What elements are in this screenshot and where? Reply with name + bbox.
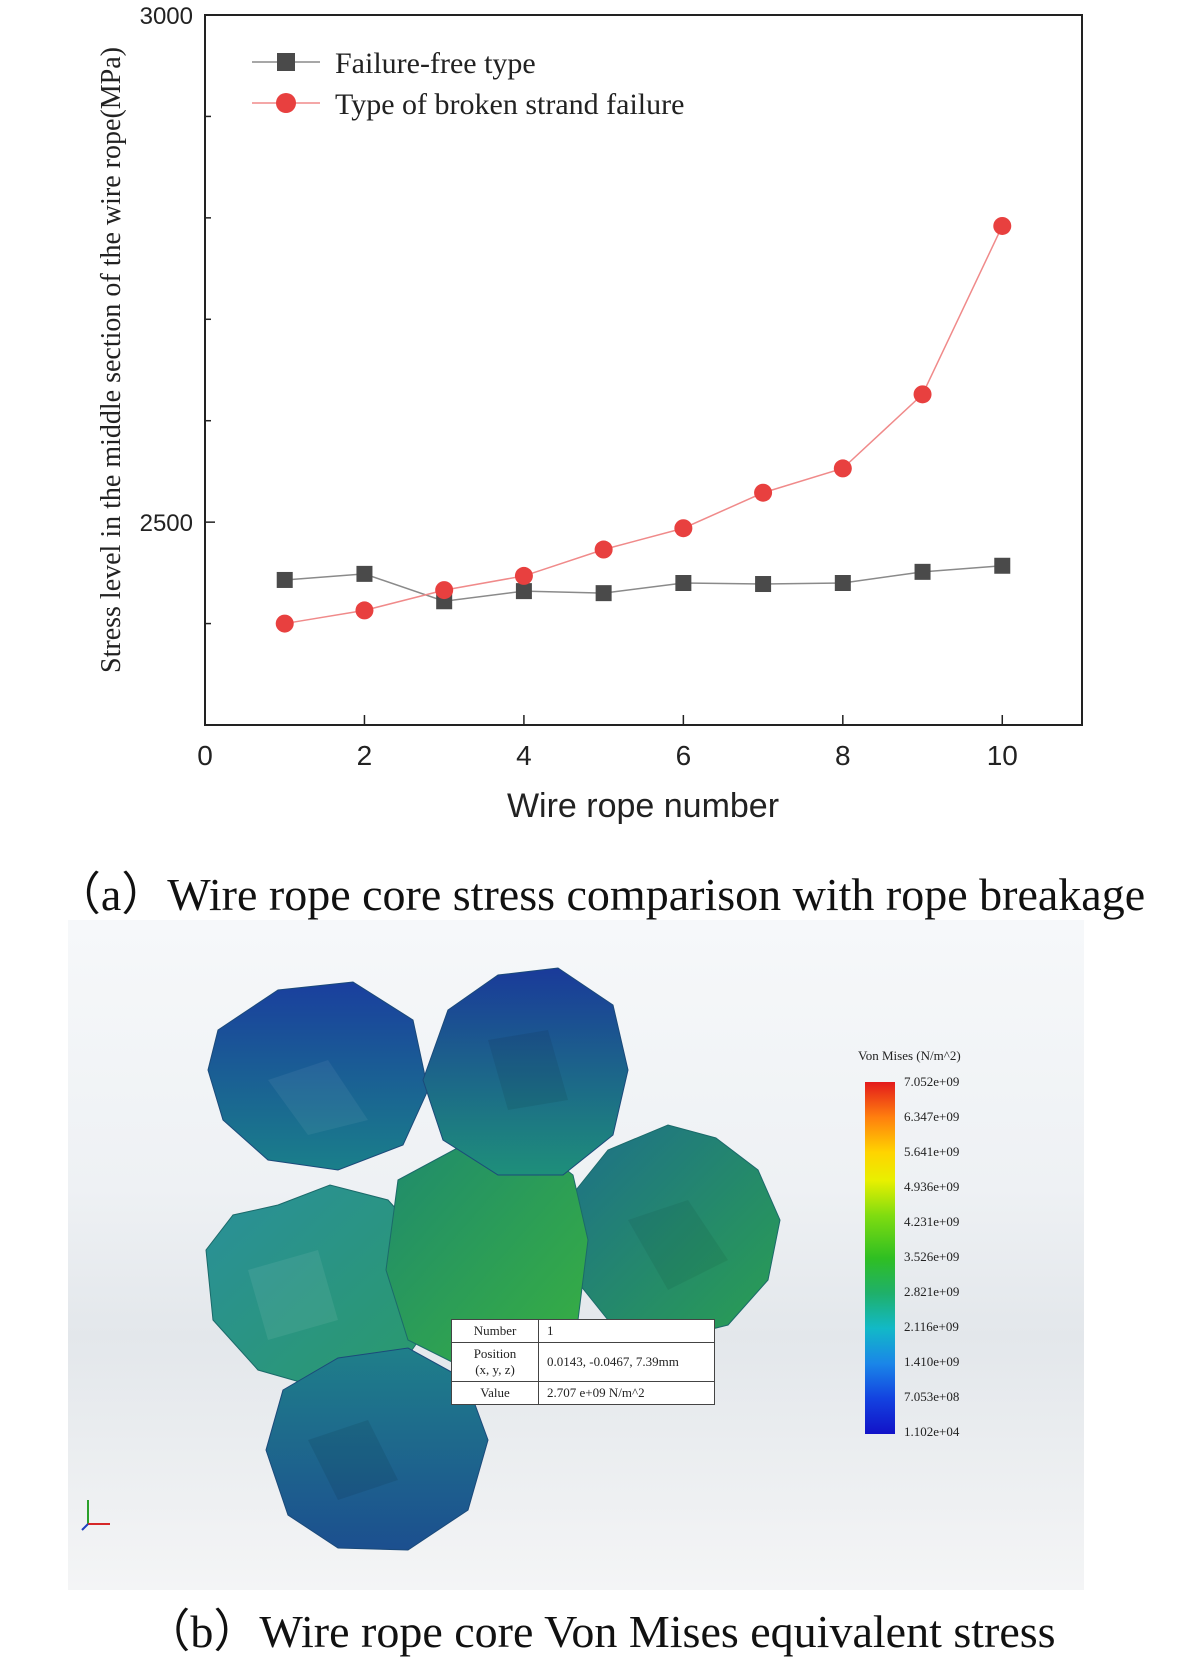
- series-line-failure-free: [284, 565, 1003, 603]
- data-point-failure-free: [994, 557, 1011, 574]
- x-tick-label: 0: [197, 740, 213, 771]
- legend-marker-circle: [276, 93, 296, 113]
- probe-position-axes: (x, y, z): [475, 1362, 515, 1377]
- axis-triad-icon: [81, 1500, 110, 1531]
- y-axis-ticks: 2500 3000: [140, 3, 215, 726]
- y-tick-label: 2500: [140, 510, 193, 537]
- von-mises-colorbar: [865, 1082, 895, 1434]
- colorbar-label: 5.641e+09: [904, 1144, 960, 1159]
- colorbar-label: 1.410e+09: [904, 1354, 960, 1369]
- data-point-failure-free: [356, 565, 373, 582]
- probe-position-title: Position: [473, 1346, 517, 1361]
- data-point-failure-free: [595, 585, 612, 602]
- line-chart: 0 2 4 6 8 10 2500 3000 Wire rope number Stress…: [96, 3, 1083, 825]
- legend: Failure-free type Type of broken strand …: [252, 47, 684, 121]
- legend-marker-square: [277, 53, 295, 71]
- colorbar-label: 2.116e+09: [904, 1319, 959, 1334]
- x-axis-ticks: 0 2 4 6 8 10: [197, 715, 1018, 771]
- colorbar-label: 7.052e+09: [904, 1074, 960, 1089]
- data-point-broken-strand: [993, 216, 1012, 235]
- data-point-broken-strand: [674, 519, 693, 538]
- data-point-broken-strand: [275, 614, 294, 633]
- wire-strands: [205, 967, 781, 1551]
- plot-frame: [204, 14, 1083, 726]
- data-point-failure-free: [914, 563, 931, 580]
- colorbar-title: Von Mises (N/m^2): [858, 1048, 961, 1063]
- x-tick-label: 4: [516, 740, 532, 771]
- data-point-failure-free: [834, 575, 851, 591]
- data-point-failure-free: [276, 571, 293, 588]
- von-mises-simulation-image: Von Mises (N/m^2) 7.052e+09 6.347e+09 5.…: [68, 920, 1084, 1590]
- probe-value-label: Value: [451, 1381, 539, 1405]
- y-tick-label: 3000: [140, 3, 193, 30]
- y-axis-label: Stress level in the middle section of th…: [96, 47, 127, 673]
- data-point-broken-strand: [913, 385, 932, 404]
- data-point-broken-strand: [594, 540, 613, 559]
- data-point-broken-strand: [355, 601, 374, 620]
- x-tick-label: 8: [835, 740, 851, 771]
- legend-label-broken-strand: Type of broken strand failure: [335, 88, 684, 121]
- colorbar-label: 3.526e+09: [904, 1249, 960, 1264]
- data-point-failure-free: [515, 583, 532, 600]
- data-point-broken-strand: [514, 566, 533, 585]
- x-tick-label: 10: [987, 740, 1018, 771]
- data-point-failure-free: [755, 576, 772, 593]
- legend-label-failure-free: Failure-free type: [335, 47, 536, 80]
- series-layer: [275, 216, 1012, 633]
- x-tick-label: 2: [357, 740, 373, 771]
- colorbar-label: 7.053e+08: [904, 1389, 960, 1404]
- probe-number-label: Number: [451, 1319, 539, 1343]
- colorbar-label: 1.102e+04: [904, 1424, 960, 1439]
- colorbar-label: 4.936e+09: [904, 1179, 960, 1194]
- x-tick-label: 6: [676, 740, 692, 771]
- probe-result-table: Number 1 Position (x, y, z) 0.0143, -0.0…: [451, 1319, 715, 1405]
- caption-b: （b）Wire rope core Von Mises equivalent s…: [144, 1606, 1056, 1657]
- data-point-broken-strand: [833, 459, 852, 478]
- series-line-broken-strand: [284, 225, 1003, 625]
- probe-position-value: 0.0143, -0.0467, 7.39mm: [538, 1342, 715, 1382]
- caption-a: （a）Wire rope core stress comparison with…: [54, 869, 1146, 920]
- colorbar-label: 4.231e+09: [904, 1214, 960, 1229]
- probe-row-value: Value 2.707 e+09 N/m^2: [451, 1381, 715, 1405]
- colorbar-label: 2.821e+09: [904, 1284, 960, 1299]
- probe-row-position: Position (x, y, z) 0.0143, -0.0467, 7.39…: [451, 1342, 715, 1382]
- probe-position-label: Position (x, y, z): [451, 1342, 539, 1382]
- data-point-broken-strand: [435, 581, 454, 600]
- x-axis-label: Wire rope number: [507, 787, 779, 825]
- probe-value-value: 2.707 e+09 N/m^2: [538, 1381, 715, 1405]
- colorbar-label: 6.347e+09: [904, 1109, 960, 1124]
- data-point-broken-strand: [754, 483, 773, 502]
- probe-row-number: Number 1: [451, 1319, 715, 1343]
- probe-number-value: 1: [538, 1319, 715, 1343]
- data-point-failure-free: [675, 575, 692, 591]
